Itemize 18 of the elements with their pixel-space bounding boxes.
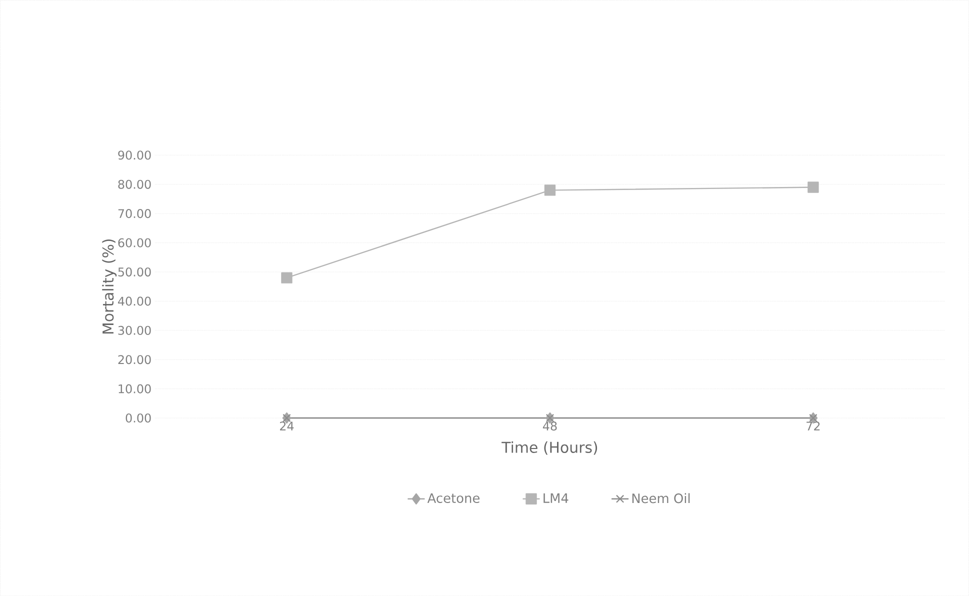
legend-label: LM4 <box>544 493 568 503</box>
y-tick-label: 10.00 <box>118 384 151 394</box>
x-axis-title: Time (Hours) <box>502 441 598 455</box>
x-tick-label: 72 <box>806 421 820 430</box>
y-tick-label: 40.00 <box>118 296 151 306</box>
y-tick-label: 20.00 <box>118 355 151 364</box>
y-tick-label: 30.00 <box>118 326 151 335</box>
y-tick-label: 70.00 <box>118 208 151 218</box>
x-tick-label: 24 <box>280 421 294 430</box>
y-tick-label: 0.00 <box>126 413 151 422</box>
x-tick-label: 48 <box>542 421 557 431</box>
y-tick-label: 80.00 <box>118 180 151 189</box>
y-tick-label: 90.00 <box>118 150 151 160</box>
legend-label: Neem Oil <box>632 493 690 504</box>
legend-label: Acetone <box>427 493 480 503</box>
y-tick-label: 50.00 <box>118 267 151 276</box>
y-axis-title: Mortality (%) <box>102 239 117 334</box>
y-tick-label: 60.00 <box>118 238 151 248</box>
